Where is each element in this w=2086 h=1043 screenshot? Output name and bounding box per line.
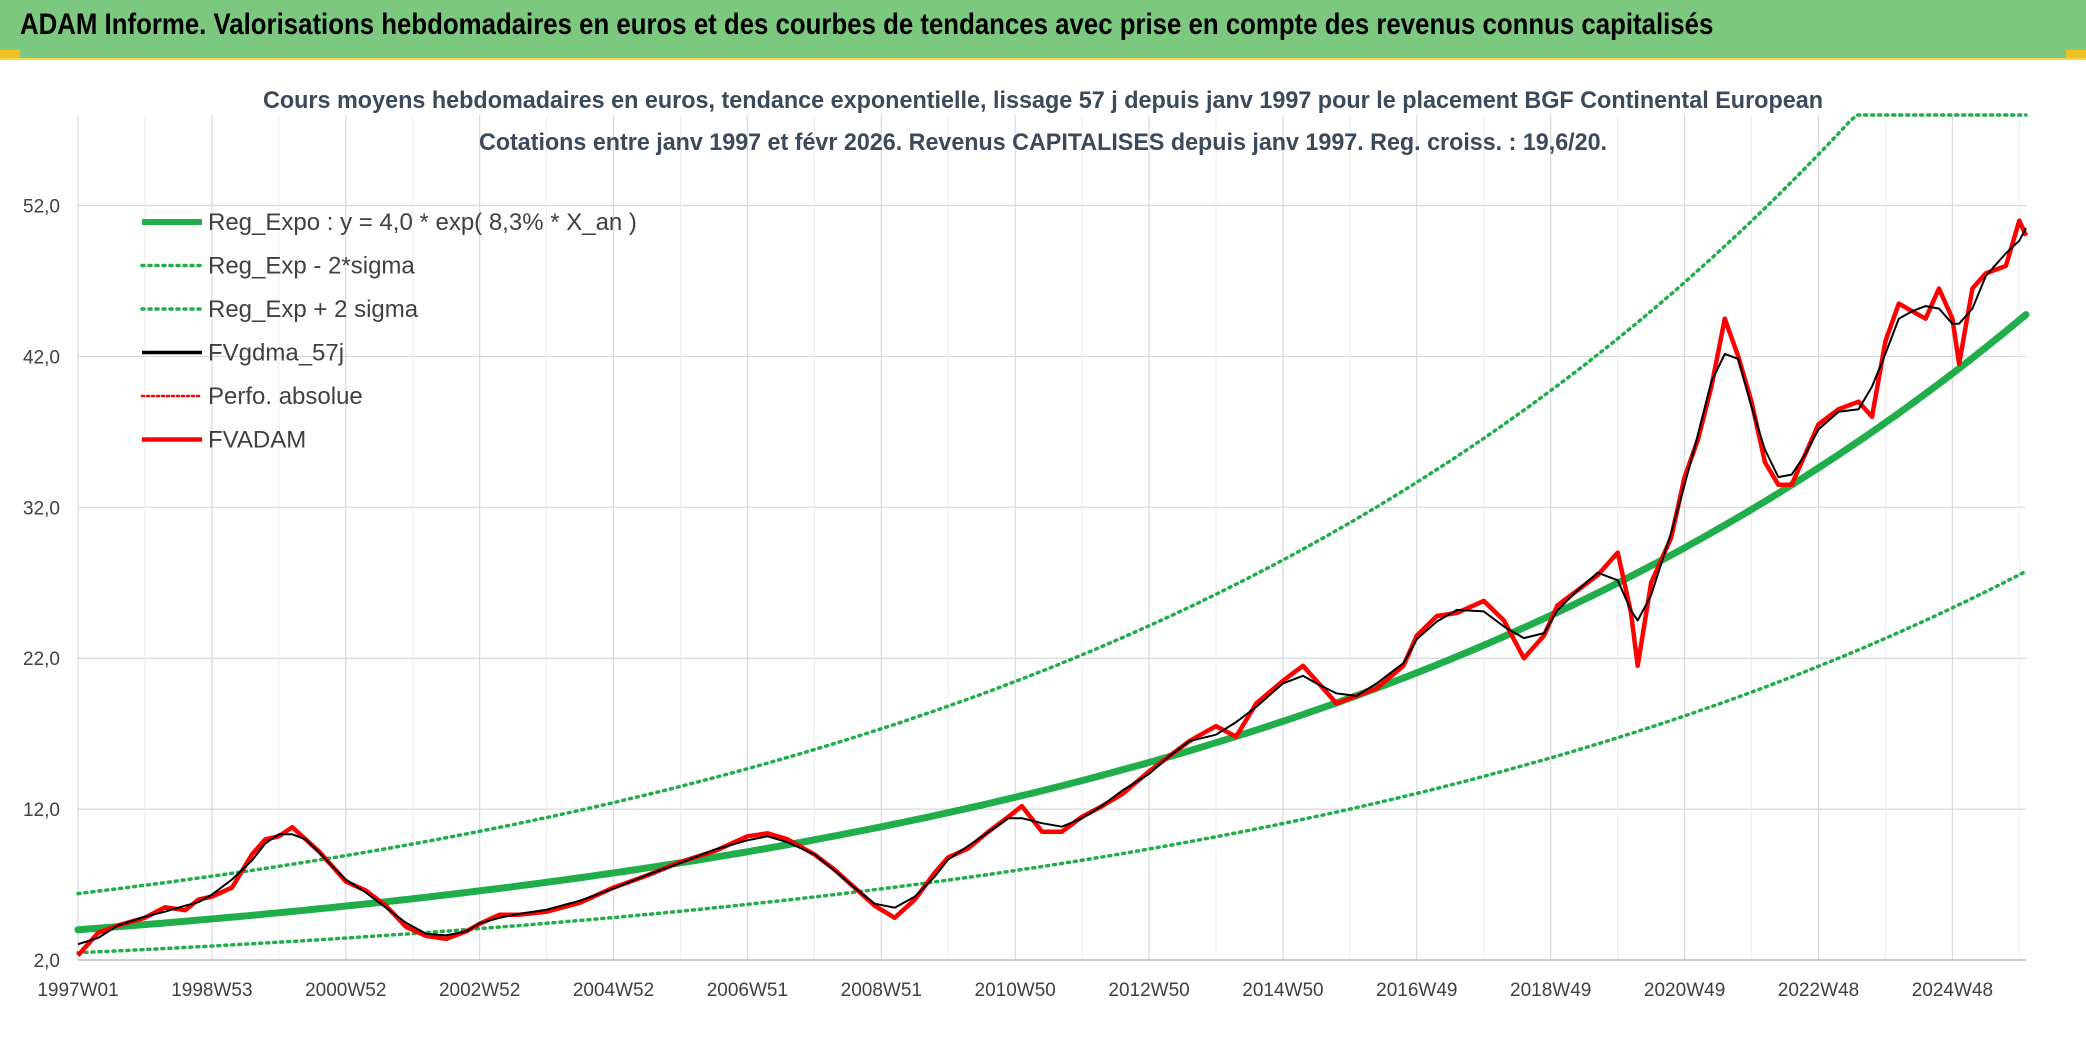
corner-mark-left (0, 50, 20, 58)
y-tick-label: 32,0 (23, 498, 60, 519)
legend-label: FVgdma_57j (208, 340, 344, 367)
series-layer (74, 113, 2030, 957)
x-tick-label: 2024W48 (1912, 980, 1993, 1001)
y-axis-labels: 2,0 12,0 22,0 32,0 42,0 52,0 (23, 197, 60, 972)
page-title: ADAM Informe. Valorisations hebdomadaire… (20, 8, 1714, 41)
chart-title-line1: Cours moyens hebdomadaires en euros, ten… (263, 87, 1823, 114)
x-tick-label: 1997W01 (37, 980, 118, 1001)
legend-label: FVADAM (208, 427, 306, 454)
x-tick-label: 1998W53 (171, 980, 252, 1001)
y-tick-label: 42,0 (23, 347, 60, 368)
legend-label: Reg_Expo : y = 4,0 * exp( 8,3% * X_an ) (208, 209, 637, 236)
header-bar: ADAM Informe. Valorisations hebdomadaire… (0, 0, 2086, 60)
x-tick-label: 2008W51 (841, 980, 922, 1001)
x-tick-label: 2016W49 (1376, 980, 1457, 1001)
trend-chart: Cours moyens hebdomadaires en euros, ten… (0, 60, 2086, 1038)
x-tick-label: 2022W48 (1778, 980, 1859, 1001)
legend-label: Reg_Exp + 2 sigma (208, 296, 419, 323)
x-tick-label: 2014W50 (1242, 980, 1323, 1001)
chart-title-line2: Cotations entre janv 1997 et févr 2026. … (479, 129, 1607, 156)
series-reg-expo (74, 311, 2030, 934)
chart-background (0, 60, 2086, 1038)
y-tick-label: 12,0 (23, 800, 60, 821)
y-tick-label: 22,0 (23, 649, 60, 670)
x-tick-label: 2000W52 (305, 980, 386, 1001)
legend: Reg_Expo : y = 4,0 * exp( 8,3% * X_an ) R… (140, 209, 637, 454)
x-axis-labels: 1997W01 1998W53 2000W52 2002W52 2004W52 2006W… (37, 980, 1993, 1001)
x-tick-label: 2012W50 (1108, 980, 1189, 1001)
x-tick-label: 2006W51 (707, 980, 788, 1001)
x-tick-label: 2018W49 (1510, 980, 1591, 1001)
series-fvgdma-57j (77, 227, 2027, 946)
legend-label: Perfo. absolue (208, 383, 363, 410)
series-reg-exp-plus-2-sigma (76, 113, 2028, 896)
series-reg-exp-minus-2-sigma (76, 569, 2028, 955)
y-tick-label: 2,0 (34, 951, 60, 972)
x-tick-label: 2002W52 (439, 980, 520, 1001)
y-tick-label: 52,0 (23, 197, 60, 218)
chart-area: Cours moyens hebdomadaires en euros, ten… (0, 60, 2086, 1038)
x-tick-label: 2010W50 (975, 980, 1056, 1001)
x-tick-label: 2020W49 (1644, 980, 1725, 1001)
x-tick-label: 2004W52 (573, 980, 654, 1001)
legend-label: Reg_Exp - 2*sigma (208, 253, 415, 280)
corner-mark-right (2066, 50, 2086, 58)
